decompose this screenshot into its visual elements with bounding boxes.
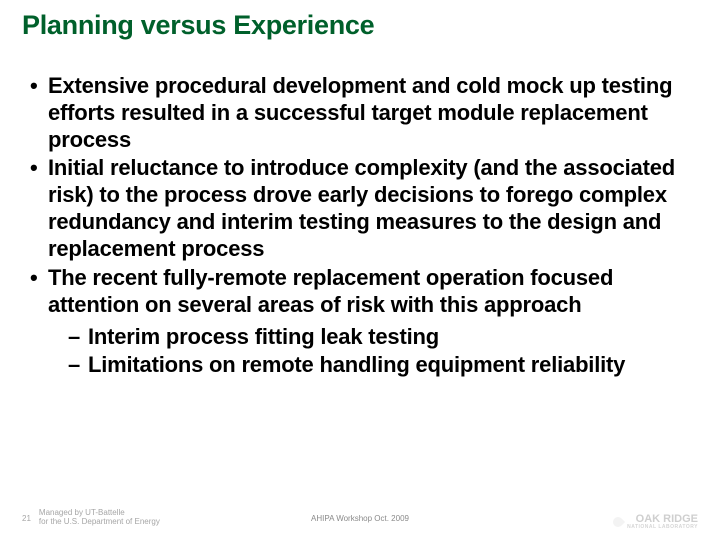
page-number: 21 xyxy=(22,514,31,523)
ornl-logo: OAK RIDGE NATIONAL LABORATORY xyxy=(613,513,698,530)
slide-title: Planning versus Experience xyxy=(22,10,698,41)
sub-bullet-item: Limitations on remote handling equipment… xyxy=(68,352,698,379)
footer-center-text: AHIPA Workshop Oct. 2009 xyxy=(311,514,409,523)
slide-container: Planning versus Experience Extensive pro… xyxy=(0,0,720,540)
managed-by-text: Managed by UT-Battelle for the U.S. Depa… xyxy=(39,509,160,527)
leaf-icon xyxy=(611,514,625,528)
bullet-item: Initial reluctance to introduce complexi… xyxy=(30,155,698,262)
sub-bullet-list: Interim process fitting leak testing Lim… xyxy=(22,324,698,379)
slide-footer: 21 Managed by UT-Battelle for the U.S. D… xyxy=(22,506,698,530)
sub-bullet-item: Interim process fitting leak testing xyxy=(68,324,698,351)
bullet-item: The recent fully-remote replacement oper… xyxy=(30,265,698,319)
bullet-list: Extensive procedural development and col… xyxy=(22,73,698,318)
managed-line2: for the U.S. Department of Energy xyxy=(39,517,160,526)
bullet-item: Extensive procedural development and col… xyxy=(30,73,698,153)
managed-line1: Managed by UT-Battelle xyxy=(39,508,125,517)
logo-text: OAK RIDGE NATIONAL LABORATORY xyxy=(627,513,698,530)
logo-sub: NATIONAL LABORATORY xyxy=(627,524,698,530)
